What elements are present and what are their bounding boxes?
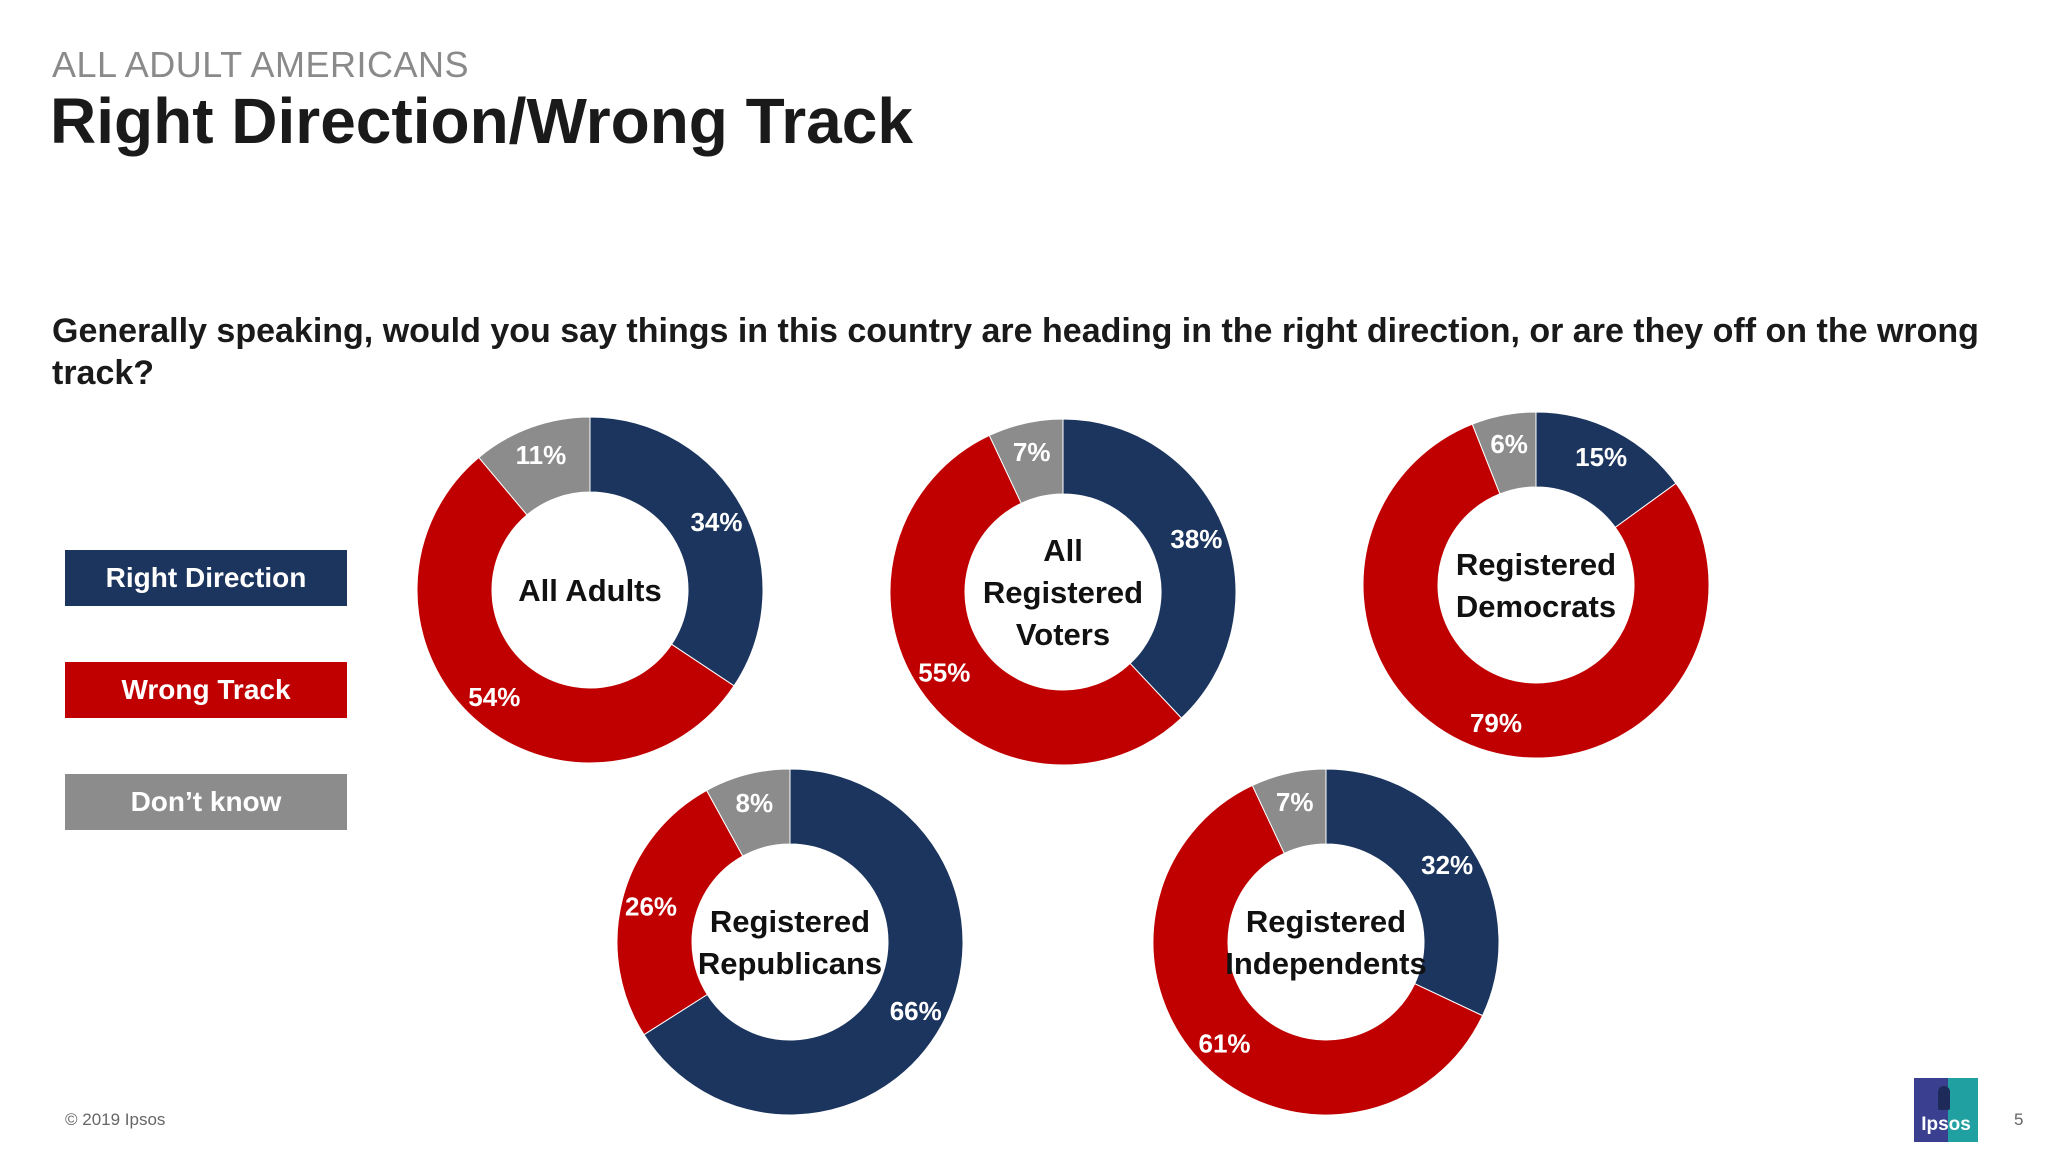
donut-slice-wrong-track	[889, 434, 1183, 766]
donut-slice-dont-know	[478, 416, 591, 516]
donut-value-label: 61%	[1199, 1028, 1251, 1058]
donut-slice-wrong-track	[1152, 784, 1484, 1116]
donut-value-label: 26%	[625, 891, 677, 921]
donut-chart-2: 15% 79% 6% Registered Democrats	[1362, 411, 1710, 759]
donut-value-label: 11%	[516, 440, 567, 470]
donut-center-label: Registered	[1456, 547, 1616, 582]
donut-center-label: Independents	[1225, 946, 1427, 981]
donut-value-label: 32%	[1421, 850, 1473, 880]
donut-center-label: Registered	[1246, 904, 1406, 939]
donut-slice-dont-know	[988, 418, 1064, 504]
donut-chart-1: 38% 55% 7% All Registered Voters	[889, 418, 1237, 766]
donut-value-label: 38%	[1170, 524, 1222, 554]
donut-value-label: 8%	[736, 788, 774, 818]
ipsos-logo: Ipsos	[1914, 1078, 1978, 1142]
donut-center-label: All Adults	[518, 573, 662, 608]
donut-slice-right-direction	[643, 768, 964, 1116]
copyright: © 2019 Ipsos	[65, 1110, 166, 1129]
donut-value-label: 34%	[690, 507, 742, 537]
donut-slice-wrong-track	[616, 789, 744, 1036]
page-title: Right Direction/Wrong Track	[50, 85, 913, 157]
donut-center-label: All	[1043, 533, 1083, 568]
donut-center-label: Republicans	[698, 946, 882, 981]
donut-slice-dont-know	[1251, 768, 1327, 854]
header-kicker: ALL ADULT AMERICANS	[52, 44, 469, 85]
donut-slice-wrong-track	[416, 456, 735, 764]
donut-chart-0: 34% 54% 11% All Adults	[416, 416, 764, 764]
donut-center-label: Democrats	[1456, 589, 1616, 624]
donut-center-label: Registered	[710, 904, 870, 939]
donut-center-label: Registered	[983, 575, 1143, 610]
donut-chart-3: 66% 26% 8% Registered Republicans	[616, 768, 964, 1116]
donut-slice-dont-know	[1471, 411, 1537, 495]
legend-item-right-direction: Right Direction	[65, 550, 347, 606]
donut-value-label: 79%	[1470, 708, 1522, 738]
logo-text: Ipsos	[1921, 1114, 1971, 1135]
donut-center-label: Voters	[1016, 617, 1110, 652]
survey-question: Generally speaking, would you say things…	[52, 312, 1979, 392]
donut-value-label: 15%	[1575, 442, 1627, 472]
donut-value-label: 7%	[1013, 437, 1051, 467]
donut-slice-right-direction	[589, 416, 764, 687]
donut-slice-dont-know	[705, 768, 791, 857]
legend-item-wrong-track: Wrong Track	[65, 662, 347, 718]
donut-chart-4: 32% 61% 7% Registered Independents	[1152, 768, 1500, 1116]
donut-value-label: 66%	[890, 996, 942, 1026]
donut-value-label: 54%	[468, 682, 520, 712]
legend-item-dont-know: Don’t know	[65, 774, 347, 830]
donut-slice-right-direction	[1062, 418, 1237, 719]
donut-slice-wrong-track	[1362, 423, 1710, 759]
page-number: 5	[2014, 1110, 2024, 1129]
donut-value-label: 55%	[918, 658, 970, 688]
donut-slice-right-direction	[1325, 768, 1500, 1017]
donut-value-label: 7%	[1276, 787, 1314, 817]
donut-value-label: 6%	[1490, 429, 1528, 459]
